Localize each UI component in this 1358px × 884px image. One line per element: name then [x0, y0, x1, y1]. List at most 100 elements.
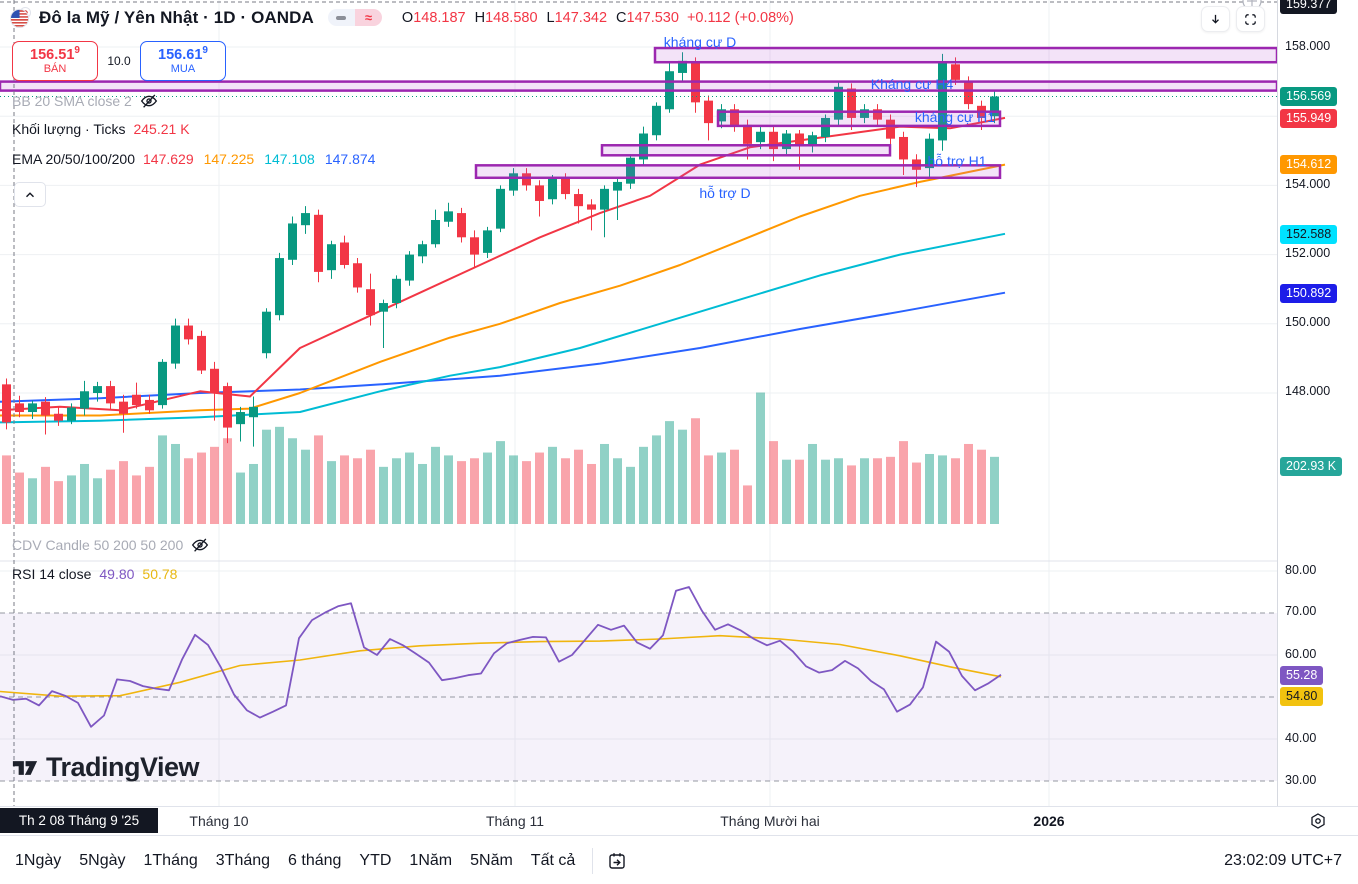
zone-label: hỗ trợ H1 — [928, 153, 987, 169]
eye-off-icon[interactable] — [140, 92, 158, 110]
candle-body — [730, 109, 739, 127]
range-button[interactable]: 1Ngày — [15, 851, 62, 869]
tradingview-logo[interactable]: TradingView — [10, 752, 200, 783]
volume-bar — [483, 452, 492, 524]
range-button[interactable]: 5Năm — [470, 851, 513, 869]
candle-body — [600, 188, 609, 210]
volume-bar — [457, 461, 466, 524]
cdv-legend-title: CDV Candle 50 200 50 200 — [12, 537, 184, 553]
go-to-date-button[interactable] — [603, 847, 631, 875]
candle-body — [418, 244, 427, 257]
candle-body — [756, 131, 765, 143]
trade-buttons: 156.519 BÁN 10.0 156.619 MUA — [12, 41, 226, 81]
chart-area[interactable]: kháng cự D Kháng cự H4 kháng cự H1 hỗ trợ H… — [0, 0, 1277, 806]
volume-bar — [964, 443, 973, 524]
zone-label: Kháng cự H4 — [871, 76, 954, 92]
volume-bar — [197, 452, 206, 524]
range-button[interactable]: 3Tháng — [215, 851, 271, 869]
volume-bar — [873, 458, 882, 524]
price-axis-tag: 159.377 — [1280, 0, 1338, 14]
candle-body — [457, 213, 466, 238]
buy-button[interactable]: 156.619 MUA — [140, 41, 226, 81]
symbol-title[interactable]: Đô la Mỹ / Yên Nhật · 1D · OANDA — [39, 7, 314, 27]
range-button[interactable]: YTD — [359, 851, 392, 869]
volume-bar — [730, 449, 739, 524]
sr-zone — [716, 110, 1002, 128]
candle-body — [132, 394, 141, 406]
rsi-legend-values: 49.80 50.78 — [99, 566, 185, 582]
clock[interactable]: 23:02:09 UTC+7 — [1224, 851, 1342, 869]
price-axis-label: 40.00 — [1285, 731, 1317, 745]
range-button[interactable]: 1Năm — [409, 851, 453, 869]
candle-body — [509, 173, 518, 191]
range-button[interactable]: 6 tháng — [288, 851, 342, 869]
chart-canvas[interactable]: kháng cự D Kháng cự H4 kháng cự H1 hỗ trợ H… — [0, 0, 1277, 806]
volume-bar — [704, 455, 713, 524]
volume-bar — [912, 462, 921, 524]
volume-bar — [353, 458, 362, 524]
time-axis-label: Tháng 11 — [485, 813, 545, 829]
price-axis[interactable]: 158.000 154.000 152.000 150.000 148.000 80.00… — [1277, 0, 1358, 806]
candle-body — [743, 124, 752, 144]
price-axis-label: 60.00 — [1285, 647, 1317, 661]
sr-zone — [600, 144, 892, 157]
legend-ema[interactable]: EMA 20/50/100/200 147.629 147.225 147.108 1… — [12, 151, 385, 167]
download-icon — [1212, 14, 1219, 24]
add-alert-plus-icon — [1247, 0, 1257, 6]
volume-bar — [691, 418, 700, 524]
candle-body — [522, 173, 531, 186]
volume-bar — [223, 438, 232, 524]
candle-body — [145, 399, 154, 411]
download-chart-button[interactable] — [1201, 6, 1230, 32]
rsi-line — [0, 586, 1002, 728]
ema-value: 147.225 — [203, 151, 255, 167]
volume-bar — [340, 455, 349, 524]
range-button[interactable]: 1Tháng — [143, 851, 198, 869]
range-button[interactable]: 5Ngày — [79, 851, 126, 869]
legend-volume[interactable]: Khối lượng · Ticks 245.21 K — [12, 121, 190, 137]
candle-body — [587, 204, 596, 210]
collapse-legend-button[interactable] — [14, 182, 46, 207]
candle-body — [782, 133, 791, 150]
sell-button[interactable]: 156.519 BÁN — [12, 41, 98, 81]
volume-bar — [548, 446, 557, 524]
legend-cdv[interactable]: CDV Candle 50 200 50 200 — [12, 536, 209, 554]
eye-off-icon[interactable] — [191, 536, 209, 554]
legend-rsi[interactable]: RSI 14 close 49.80 50.78 — [12, 566, 185, 582]
candle-body — [938, 62, 947, 141]
volume-bar — [574, 449, 583, 524]
timezone-settings-icon[interactable] — [1308, 811, 1328, 831]
candle-body — [925, 138, 934, 169]
sr-zone — [474, 164, 1002, 180]
volume-bar — [41, 466, 50, 524]
candle-body — [223, 386, 232, 428]
volume-bar — [782, 459, 791, 524]
fullscreen-button[interactable] — [1236, 6, 1265, 32]
volume-bar — [678, 429, 687, 524]
volume-legend-value: 245.21 K — [133, 121, 190, 137]
volume-bar — [847, 465, 856, 524]
candle-body — [574, 194, 583, 207]
volume-bar — [977, 449, 986, 524]
candle-body — [808, 135, 817, 146]
time-axis[interactable]: Th 2 08 Tháng 9 '25 Tháng 10 Tháng 11 Thán… — [0, 806, 1358, 836]
market-status-pills: ≈ — [327, 9, 382, 26]
candle-body — [951, 64, 960, 80]
sr-zone — [653, 46, 1277, 64]
volume-bar — [249, 463, 258, 524]
price-axis-label: 152.000 — [1285, 246, 1331, 260]
volume-bar — [2, 455, 11, 524]
volume-bar — [860, 458, 869, 524]
candle-body — [483, 230, 492, 253]
volume-bar — [587, 463, 596, 524]
legend-bollinger[interactable]: BB 20 SMA close 2 — [12, 92, 158, 110]
rsi-value: 50.78 — [142, 566, 178, 582]
candle-body — [652, 105, 661, 136]
candle-body — [548, 178, 557, 200]
candle-body — [106, 386, 115, 404]
volume-bar — [288, 438, 297, 524]
volume-bar — [262, 429, 271, 524]
range-button[interactable]: Tất cả — [530, 851, 576, 869]
candle-body — [80, 391, 89, 409]
